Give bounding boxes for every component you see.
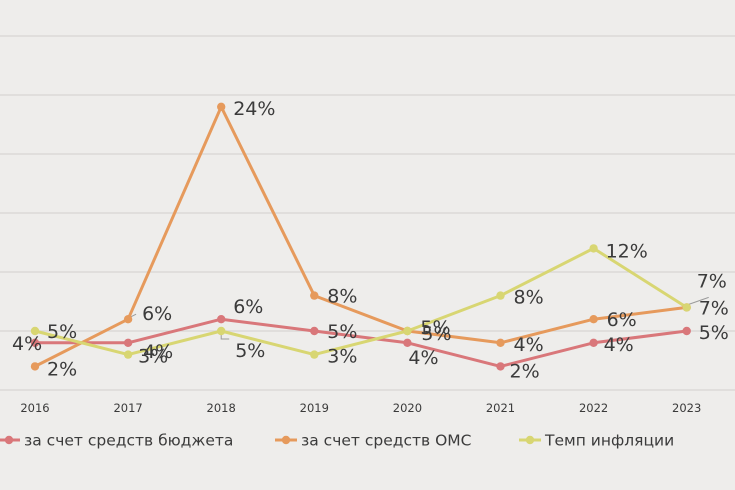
data-point-inflation <box>589 244 598 253</box>
legend-swatch-marker <box>4 435 14 445</box>
x-tick-label: 2018 <box>207 401 236 415</box>
data-label-budget: 4% <box>408 347 438 369</box>
data-label-budget: 4% <box>143 341 173 363</box>
data-point-inflation <box>403 326 412 336</box>
x-tick-label: 2022 <box>579 401 608 415</box>
data-label-budget: 4% <box>12 333 42 355</box>
data-label-inflation: 3% <box>138 346 168 368</box>
data-point-oms <box>589 315 598 324</box>
data-label-oms: 4% <box>514 334 544 356</box>
legend-item-inflation: Темп инфляции <box>519 432 674 450</box>
legend-item-oms: за счет средств ОМС <box>275 432 471 450</box>
data-point-oms <box>310 291 319 300</box>
data-label-inflation: 7% <box>697 270 727 292</box>
series-points <box>30 102 691 371</box>
data-label-inflation: 3% <box>327 346 357 368</box>
data-label-inflation: 5% <box>235 340 265 362</box>
data-label-budget: 6% <box>233 296 263 318</box>
legend-label: за счет средств ОМС <box>301 432 471 450</box>
data-label-oms: 8% <box>327 286 357 308</box>
data-label-budget: 5% <box>699 322 729 344</box>
data-point-inflation <box>310 350 319 359</box>
gridlines <box>0 35 735 391</box>
data-point-budget <box>496 362 505 371</box>
data-point-inflation <box>217 326 226 336</box>
x-tick-label: 2016 <box>20 401 49 415</box>
x-axis-ticks: 2016 2017 2018 2019 2020 2021 2022 2023 <box>20 401 701 415</box>
data-point-inflation <box>123 350 133 359</box>
x-tick-label: 2021 <box>486 401 515 415</box>
data-point-oms <box>123 315 133 324</box>
data-label-oms: 6% <box>142 303 172 325</box>
legend-item-budget: за счет средств бюджета <box>0 432 233 450</box>
data-label-oms: 5% <box>420 317 450 339</box>
series-lines <box>33 105 689 368</box>
data-label-inflation: 8% <box>514 287 544 309</box>
data-point-oms <box>496 338 505 347</box>
legend-swatch-marker <box>525 435 535 445</box>
legend-swatch-marker <box>281 435 291 445</box>
data-point-inflation <box>682 303 691 312</box>
data-label-budget: 4% <box>604 334 634 356</box>
series-line-budget <box>33 317 689 368</box>
data-label-oms: 2% <box>47 358 77 380</box>
series-line-oms <box>33 105 689 368</box>
data-point-budget <box>123 338 133 347</box>
legend-label: за счет средств бюджета <box>24 432 233 450</box>
data-label-oms: 6% <box>607 309 637 331</box>
x-tick-label: 2019 <box>300 401 329 415</box>
data-point-budget <box>403 338 412 347</box>
x-tick-label: 2023 <box>672 401 701 415</box>
data-point-budget <box>589 338 598 347</box>
leader-line <box>688 296 709 305</box>
data-point-inflation <box>30 326 40 336</box>
x-tick-label: 2020 <box>393 401 422 415</box>
data-labels: 4% 4%6%5%4%2%4%5%2%6%24%8%5%4%6%7%5%3% 5% 3… <box>12 98 729 383</box>
data-point-budget <box>310 326 319 336</box>
data-label-inflation: 5% <box>421 323 451 345</box>
legend-label: Темп инфляции <box>544 432 674 450</box>
data-point-inflation <box>496 291 505 300</box>
data-label-budget: 5% <box>327 321 357 343</box>
series-line-inflation <box>33 246 689 357</box>
data-point-budget <box>30 338 40 347</box>
data-label-inflation: 12% <box>606 240 648 262</box>
data-point-budget <box>217 315 226 324</box>
data-point-budget <box>682 326 691 336</box>
x-tick-label: 2017 <box>113 401 142 415</box>
data-point-oms <box>217 102 226 112</box>
data-label-oms: 24% <box>233 98 275 120</box>
data-point-oms <box>30 362 40 371</box>
data-label-oms: 7% <box>699 297 729 319</box>
data-label-budget: 2% <box>510 360 540 382</box>
legend: за счет средств бюджета за счет средств О… <box>0 432 674 450</box>
data-label-inflation: 5% <box>47 321 77 343</box>
